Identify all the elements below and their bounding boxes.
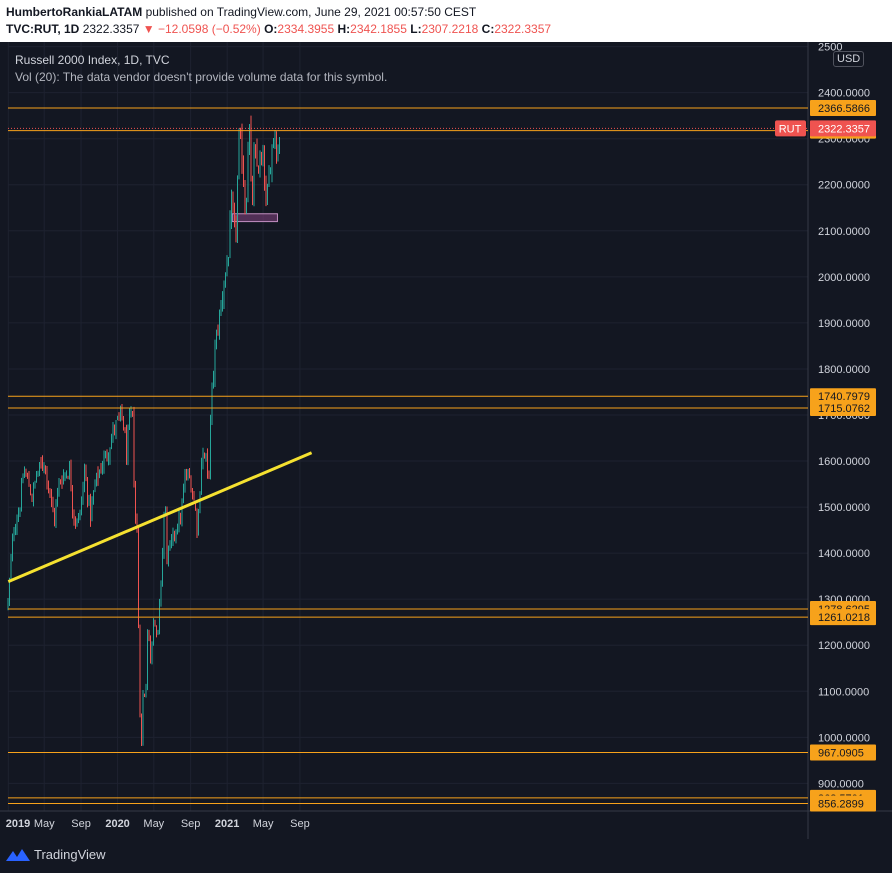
brand-name: TradingView xyxy=(34,847,106,862)
price-change: ▼ −12.0598 (−0.52%) xyxy=(142,22,261,36)
tradingview-logo[interactable]: TradingView xyxy=(6,847,106,862)
time-tick-label: Sep xyxy=(71,818,91,830)
open-value: 2334.3955 xyxy=(277,22,335,36)
time-tick-label: 2020 xyxy=(105,818,129,830)
time-tick-label: Sep xyxy=(181,818,201,830)
level-label: 2366.5866 xyxy=(818,103,870,115)
time-tick-label: 2021 xyxy=(215,818,239,830)
low-label: L: xyxy=(410,22,422,36)
last-price-box xyxy=(810,120,876,137)
price-tick-label: 2400.0000 xyxy=(818,88,870,100)
tradingview-icon xyxy=(6,848,30,861)
close-label: C: xyxy=(481,22,495,36)
price-tick-label: 1500.0000 xyxy=(818,502,870,514)
low-value: 2307.2218 xyxy=(421,22,479,36)
high-label: H: xyxy=(337,22,351,36)
price-tick-label: 1600.0000 xyxy=(818,456,870,468)
price-tick-label: 1200.0000 xyxy=(818,640,870,652)
ohlc-line: TVC:RUT, 1D 2322.3357 ▼ −12.0598 (−0.52%… xyxy=(6,21,886,38)
price-tick-label: 2100.0000 xyxy=(818,226,870,238)
author-name[interactable]: HumbertoRankiaLATAM xyxy=(6,5,143,19)
price-tick-label: 1100.0000 xyxy=(818,686,869,698)
price-tick-label: 1800.0000 xyxy=(818,364,870,376)
level-label-box xyxy=(810,100,876,117)
published-text: published on TradingView.com, June 29, 2… xyxy=(142,5,477,19)
level-label: 1715.0762 xyxy=(818,403,870,415)
level-label-box xyxy=(810,744,876,761)
publish-header: HumbertoRankiaLATAM published on Trading… xyxy=(0,0,892,42)
symbol-badge: RUT xyxy=(779,123,802,135)
level-label: 856.2899 xyxy=(818,798,864,810)
support-zone xyxy=(231,213,278,223)
last-price-label: 2322.3357 xyxy=(818,123,870,135)
price-tick-label: 1900.0000 xyxy=(818,318,870,330)
price-tick-label: 900.0000 xyxy=(818,778,864,790)
level-label-box xyxy=(810,400,876,417)
close-value: 2322.3357 xyxy=(494,22,552,36)
price-tick-label: 1400.0000 xyxy=(818,548,870,560)
high-value: 2342.1855 xyxy=(350,22,407,36)
trend-line xyxy=(7,451,313,584)
level-label-box xyxy=(810,609,876,626)
time-tick-label: 2019 xyxy=(6,818,30,830)
open-label: O: xyxy=(264,22,278,36)
currency-badge[interactable]: USD xyxy=(833,51,865,67)
price-tick-label: 2500 xyxy=(818,42,842,54)
candles xyxy=(7,115,280,746)
publish-line: HumbertoRankiaLATAM published on Trading… xyxy=(6,4,886,21)
time-tick-label: May xyxy=(143,818,164,830)
footer: TradingView xyxy=(0,839,892,873)
level-label-box xyxy=(810,795,876,812)
time-tick-label: Sep xyxy=(290,818,310,830)
last-price: 2322.3357 xyxy=(82,22,140,36)
level-label: 967.0905 xyxy=(818,747,864,759)
price-axis xyxy=(808,42,892,839)
price-tick-label: 2000.0000 xyxy=(818,272,870,284)
chart-area[interactable]: 900.0000 1000.0000 1100.0000 1200.0000 1300.… xyxy=(0,42,892,839)
price-tick-label: 2200.0000 xyxy=(818,180,870,192)
time-tick-label: May xyxy=(253,818,274,830)
price-tick-label: 1000.0000 xyxy=(818,732,870,744)
level-label: 1261.0218 xyxy=(818,612,870,624)
symbol-label: TVC:RUT, 1D xyxy=(6,22,80,36)
symbol-badge-box xyxy=(775,120,806,137)
price-chart[interactable]: 900.00001000.00001100.00001200.00001300.… xyxy=(0,42,892,839)
time-tick-label: May xyxy=(34,818,55,830)
